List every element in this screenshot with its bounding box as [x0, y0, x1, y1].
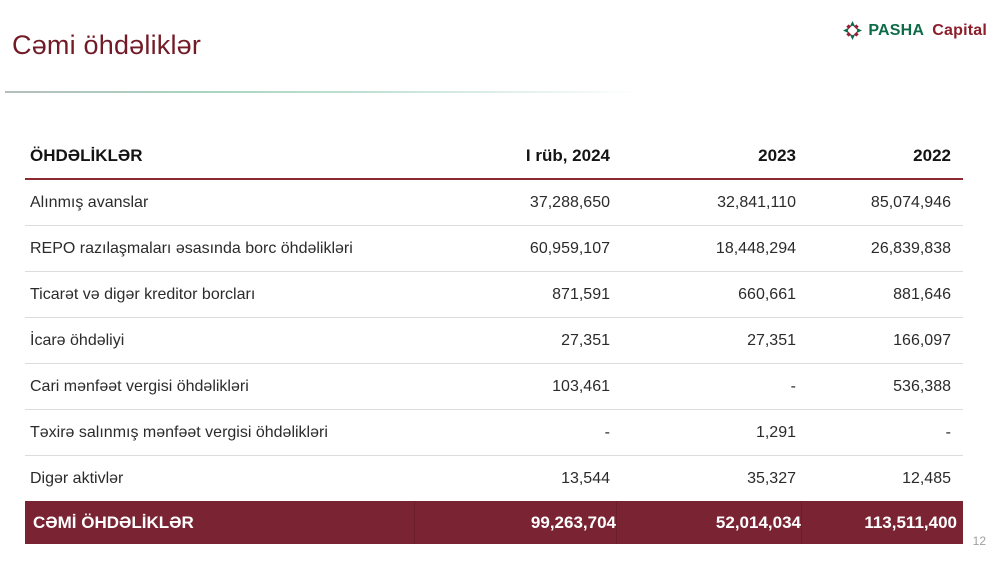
- logo-text: PASHA Capital: [868, 22, 987, 40]
- logo-text-pasha: PASHA: [868, 21, 924, 39]
- column-header-2022: 2022: [913, 145, 951, 165]
- row-label: Digər aktivlər: [30, 469, 124, 487]
- row-value: 32,841,110: [717, 193, 796, 211]
- page-title: Cəmi öhdəliklər: [12, 30, 202, 60]
- column-header-liabilities: ÖHDƏLİKLƏR: [30, 145, 143, 165]
- logo-text-capital: Capital: [932, 21, 987, 39]
- row-label: REPO razılaşmaları əsasında borc öhdəlik…: [30, 239, 353, 257]
- table-row: Təxirə salınmış mənfəət vergisi öhdəlikl…: [25, 410, 963, 456]
- row-value: 1,291: [755, 423, 796, 441]
- table-header-row: ÖHDƏLİKLƏR I rüb, 2024 2023 2022: [25, 133, 963, 180]
- row-label: Alınmış avanslar: [30, 193, 149, 211]
- liabilities-table: ÖHDƏLİKLƏR I rüb, 2024 2023 2022 Alınmış…: [25, 133, 963, 544]
- total-row-value: 113,511,400: [801, 501, 963, 544]
- table-row: Digər aktivlər 13,544 35,327 12,485: [25, 456, 963, 501]
- row-value: 12,485: [902, 469, 951, 487]
- row-value: 18,448,294: [715, 239, 796, 257]
- column-header-2023: 2023: [758, 145, 796, 165]
- table-row: İcarə öhdəliyi 27,351 27,351 166,097: [25, 318, 963, 364]
- row-value: 103,461: [552, 377, 610, 395]
- row-value: 660,661: [738, 285, 796, 303]
- row-label: Ticarət və digər kreditor borcları: [30, 285, 256, 303]
- row-label: Təxirə salınmış mənfəət vergisi öhdəlikl…: [30, 423, 328, 441]
- row-value: 27,351: [747, 331, 796, 349]
- row-value: -: [945, 423, 951, 441]
- total-row-value: 99,263,704: [414, 501, 616, 544]
- table-row: Cari mənfəət vergisi öhdəlikləri 103,461…: [25, 364, 963, 410]
- row-value: 60,959,107: [529, 239, 610, 257]
- row-label: Cari mənfəət vergisi öhdəlikləri: [30, 377, 249, 395]
- row-value: 871,591: [552, 285, 610, 303]
- page-number: 12: [972, 534, 986, 548]
- row-value: 85,074,946: [870, 193, 951, 211]
- row-value: 166,097: [893, 331, 951, 349]
- row-value: 37,288,650: [529, 193, 610, 211]
- row-label: İcarə öhdəliyi: [30, 331, 125, 349]
- row-value: 26,839,838: [870, 239, 951, 257]
- pasha-star-icon: [842, 20, 863, 41]
- column-header-q1-2024: I rüb, 2024: [525, 145, 610, 165]
- row-value: 881,646: [893, 285, 951, 303]
- table-row: Alınmış avanslar 37,288,650 32,841,110 8…: [25, 180, 963, 226]
- table-row: REPO razılaşmaları əsasında borc öhdəlik…: [25, 226, 963, 272]
- table-row: Ticarət və digər kreditor borcları 871,5…: [25, 272, 963, 318]
- total-row-label: CƏMİ ÖHDƏLİKLƏR: [33, 512, 194, 532]
- row-value: 536,388: [893, 377, 951, 395]
- total-row-value: 52,014,034: [616, 501, 801, 544]
- row-value: 35,327: [747, 469, 796, 487]
- row-value: -: [790, 377, 796, 395]
- row-value: 27,351: [561, 331, 610, 349]
- title-underline: [5, 91, 660, 93]
- pasha-capital-logo: PASHA Capital: [842, 20, 987, 41]
- table-total-row: CƏMİ ÖHDƏLİKLƏR 99,263,704 52,014,034 11…: [25, 501, 963, 544]
- row-value: -: [604, 423, 610, 441]
- row-value: 13,544: [561, 469, 610, 487]
